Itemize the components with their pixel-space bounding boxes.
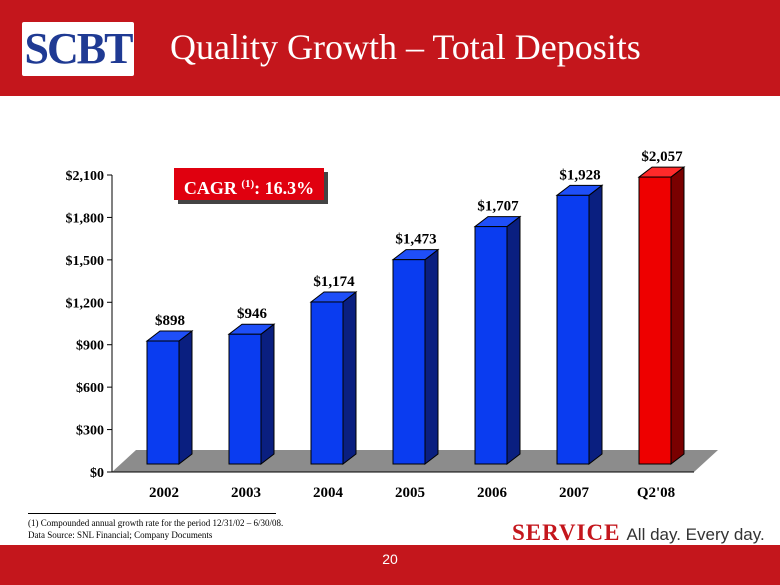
y-tick-label: $1,200 [66, 296, 105, 311]
footnote-divider [28, 513, 276, 514]
y-tick-label: $1,500 [66, 254, 105, 269]
bar [638, 176, 672, 465]
x-tick-label: 2003 [231, 485, 261, 501]
y-tick-label: $1,800 [66, 211, 105, 226]
x-tick-label: 2006 [477, 485, 508, 501]
y-tick-label: $300 [76, 424, 104, 439]
y-tick-label: $0 [90, 466, 104, 481]
cagr-label: CAGR [183, 178, 237, 198]
service-tagline: SERVICE All day. Every day. [512, 520, 765, 546]
bar-side [178, 329, 193, 466]
x-tick-label: 2005 [395, 485, 425, 501]
cagr-callout: CAGR (1): 16.3% [174, 168, 324, 200]
footnote-source: Data Source: SNL Financial; Company Docu… [28, 530, 213, 540]
tagline-text: All day. Every day. [626, 525, 765, 544]
bar-value-label: $946 [237, 306, 268, 322]
bar [228, 333, 262, 465]
logo-text: SCBT [24, 24, 134, 73]
bar-side [260, 323, 275, 466]
bar-value-label: $898 [155, 313, 185, 329]
bar-value-label: $2,057 [641, 149, 683, 165]
y-tick-label: $900 [76, 339, 104, 354]
x-tick-label: 2004 [313, 485, 344, 501]
bar-side [588, 184, 603, 466]
scbt-logo: SCBT [22, 22, 134, 76]
y-tick-label: $600 [76, 381, 104, 396]
bar [474, 226, 508, 465]
x-tick-label: 2002 [149, 485, 179, 501]
bar-value-label: $1,928 [559, 167, 600, 183]
bar-value-label: $1,473 [395, 232, 436, 248]
x-tick-label: Q2'08 [637, 485, 675, 501]
tagline-brand: SERVICE [512, 520, 621, 545]
cagr-footnote-ref: (1) [241, 178, 255, 190]
bar-side [506, 215, 521, 466]
x-tick-label: 2007 [559, 485, 590, 501]
y-tick-label: $2,100 [66, 169, 105, 184]
page-number: 20 [382, 551, 398, 567]
footer-bar [0, 545, 780, 585]
cagr-value: : 16.3% [254, 178, 315, 198]
footnote-cagr: (1) Compounded annual growth rate for th… [28, 518, 284, 528]
page-title: Quality Growth – Total Deposits [170, 27, 641, 67]
bar-side [342, 290, 357, 466]
bar [556, 194, 590, 465]
bar [146, 340, 180, 465]
bar-side [670, 166, 685, 466]
bar-side [424, 248, 439, 466]
bar-value-label: $1,174 [313, 274, 355, 290]
bar-value-label: $1,707 [477, 199, 519, 215]
bar [392, 259, 426, 465]
bar [310, 301, 344, 465]
